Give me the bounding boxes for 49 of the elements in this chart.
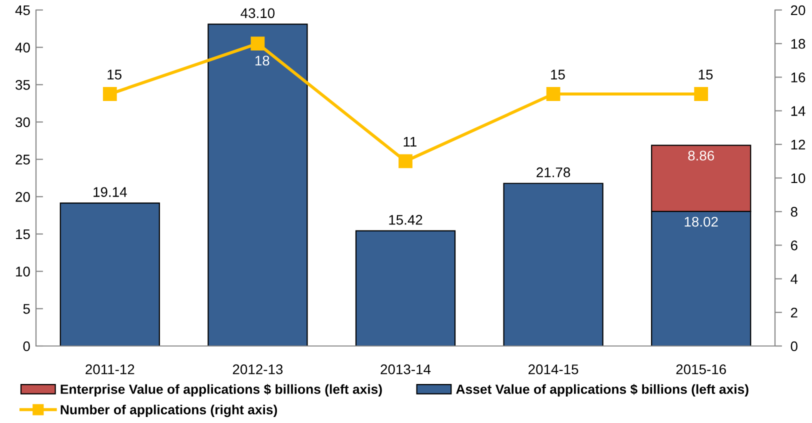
y2-tick-label: 10: [791, 173, 806, 184]
y2-tick-label: 14: [791, 106, 806, 116]
legend-label: Number of applications (right axis): [60, 404, 277, 418]
y2-tick-label: 8: [790, 206, 798, 217]
data-label: 15: [698, 70, 713, 80]
y-tick-label: 20: [16, 192, 30, 202]
y2-tick-label: 0: [790, 341, 798, 352]
y2-tick-label: 4: [790, 274, 798, 284]
y-tick-label: 10: [16, 266, 30, 277]
y-tick-label: 35: [16, 80, 30, 90]
x-tick-label: 2014-15: [528, 364, 578, 374]
y-tick-label: 45: [15, 5, 30, 16]
point: [102, 87, 117, 101]
data-label: 21.78: [536, 167, 570, 178]
x-tick-label: 2012-13: [232, 364, 283, 374]
point: [398, 154, 412, 168]
bar: [60, 202, 160, 346]
data-label: 15: [108, 70, 122, 80]
bar: [355, 230, 456, 346]
data-label: 43.10: [240, 8, 275, 18]
point: [250, 36, 265, 51]
x-tick-label: 2013-14: [380, 364, 431, 374]
bar: [208, 24, 308, 346]
data-label: 11: [404, 137, 416, 147]
y2-tick-label: 2: [790, 308, 798, 318]
x-tick-label: 2015-16: [676, 364, 726, 374]
point: [694, 87, 708, 101]
y-tick-label: 30: [16, 117, 30, 128]
data-label: 19.14: [94, 187, 127, 197]
legend-label: Asset Value of applications $ billions (left axis): [456, 384, 748, 397]
data-label: 18: [255, 56, 270, 66]
data-label: 15: [551, 70, 565, 80]
y2-tick-label: 6: [790, 240, 798, 250]
y2-tick-label: 16: [791, 72, 806, 82]
data-label: 18.02: [684, 216, 718, 227]
legend-label: Enterprise Value of applications $ billions (left axis): [60, 384, 382, 397]
y2-tick-label: 20: [790, 5, 806, 16]
point: [546, 87, 560, 101]
y-tick-label: 5: [23, 304, 30, 314]
bar: [503, 182, 604, 346]
y2-tick-label: 12: [791, 140, 806, 150]
y-tick-label: 25: [16, 154, 30, 165]
data-label: 15.42: [389, 214, 422, 225]
x-tick-label: 2011-12: [86, 364, 134, 374]
data-label: 8.86: [688, 150, 714, 161]
y-tick-label: 15: [16, 229, 30, 240]
y2-tick-label: 18: [791, 38, 806, 49]
y-tick-label: 40: [15, 42, 30, 53]
y-tick-label: 0: [23, 341, 30, 352]
